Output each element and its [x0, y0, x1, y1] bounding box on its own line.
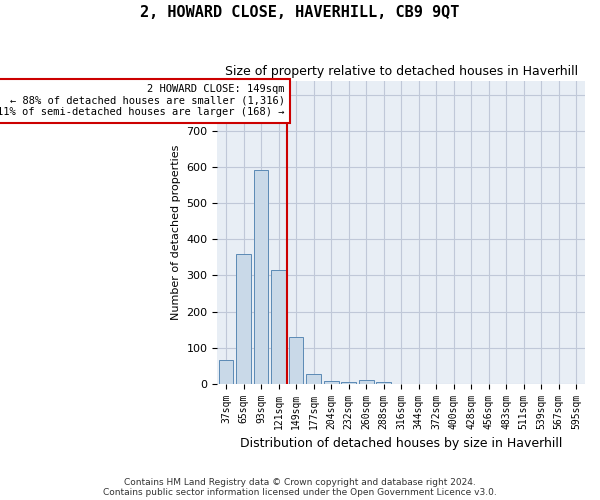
Bar [359, 380, 374, 384]
Bar [271, 270, 286, 384]
Bar [218, 360, 233, 384]
Title: Size of property relative to detached houses in Haverhill: Size of property relative to detached ho… [224, 65, 578, 78]
Text: 2, HOWARD CLOSE, HAVERHILL, CB9 9QT: 2, HOWARD CLOSE, HAVERHILL, CB9 9QT [140, 5, 460, 20]
Y-axis label: Number of detached properties: Number of detached properties [171, 144, 181, 320]
Bar [341, 382, 356, 384]
Bar [323, 381, 338, 384]
Bar [254, 170, 268, 384]
Text: Contains HM Land Registry data © Crown copyright and database right 2024.
Contai: Contains HM Land Registry data © Crown c… [103, 478, 497, 497]
Bar [376, 382, 391, 384]
Bar [306, 374, 321, 384]
Bar [289, 337, 304, 384]
Text: 2 HOWARD CLOSE: 149sqm
← 88% of detached houses are smaller (1,316)
11% of semi-: 2 HOWARD CLOSE: 149sqm ← 88% of detached… [0, 84, 284, 117]
X-axis label: Distribution of detached houses by size in Haverhill: Distribution of detached houses by size … [240, 437, 562, 450]
Bar [236, 254, 251, 384]
